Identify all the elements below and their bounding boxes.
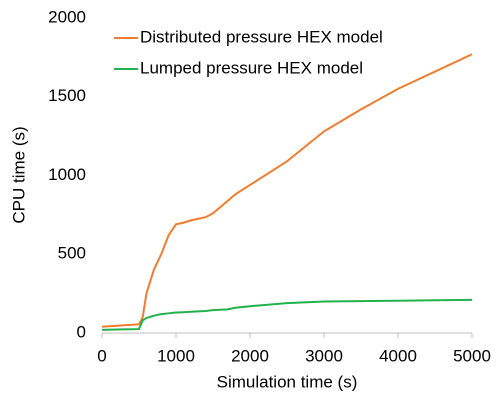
legend-label: Lumped pressure HEX model	[140, 58, 363, 77]
x-tick-label: 3000	[305, 346, 343, 365]
x-tick-label: 1000	[157, 346, 195, 365]
y-axis-title: CPU time (s)	[9, 126, 28, 223]
series-line	[101, 53, 473, 328]
x-tick-label: 0	[97, 346, 106, 365]
x-tick-label: 5000	[453, 346, 491, 365]
y-tick-label: 2000	[48, 7, 86, 26]
y-tick-label: 1000	[48, 165, 86, 184]
y-tick-label: 500	[58, 244, 86, 263]
x-tick-label: 4000	[379, 346, 417, 365]
y-tick-label: 0	[77, 322, 86, 341]
series-line	[101, 298, 473, 331]
legend-label: Distributed pressure HEX model	[140, 27, 383, 46]
x-tick-label: 2000	[231, 346, 269, 365]
x-axis-title: Simulation time (s)	[217, 372, 358, 391]
y-tick-label: 1500	[48, 86, 86, 105]
